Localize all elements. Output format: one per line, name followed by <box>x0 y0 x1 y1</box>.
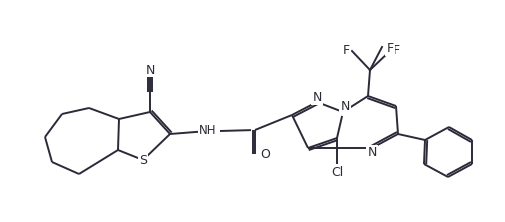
Text: F: F <box>342 44 349 57</box>
Text: F: F <box>392 44 399 57</box>
Text: F: F <box>386 42 393 56</box>
Text: S: S <box>139 153 147 166</box>
Text: N: N <box>340 101 349 113</box>
Text: N: N <box>312 91 322 105</box>
Text: N: N <box>367 147 377 159</box>
Text: O: O <box>260 147 270 161</box>
Text: Cl: Cl <box>331 165 343 178</box>
Text: NH: NH <box>199 125 217 137</box>
Text: N: N <box>145 63 155 77</box>
